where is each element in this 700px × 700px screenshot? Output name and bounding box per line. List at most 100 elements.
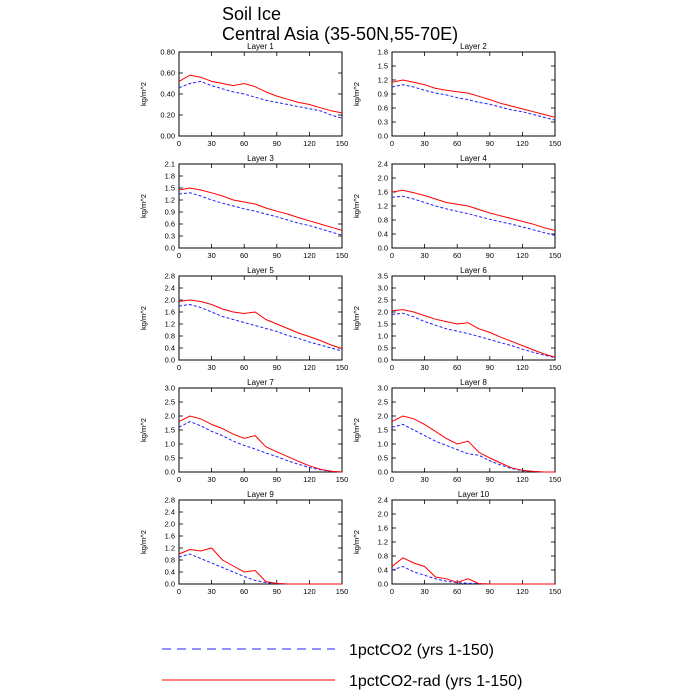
y-tick-label: 0.0 [378,244,388,253]
x-tick-label: 30 [207,251,215,260]
series-line-1pctco2 [391,312,556,359]
y-tick-label: 2.4 [378,160,388,169]
y-tick-label: 2.0 [165,296,175,305]
x-tick-label: 30 [420,139,428,148]
panel-layer-10: Layer 10 0.0 0.4 0.8 1.2 1.6 2.0 2.4 0 30 60 90 120 1… [352,490,561,596]
panel-layer-8: Layer 8 0.0 0.5 1.0 1.5 2.0 2.5 3.0 0 30 60 90 120 15… [352,378,561,484]
panel-layer-6: Layer 6 0.0 0.5 1.0 1.5 2.0 2.5 3.0 3.5 0 30 60 90 12… [352,266,561,372]
x-tick-label: 120 [516,363,529,372]
plot-frame [391,51,556,137]
y-tick-label: 3.5 [378,272,388,281]
x-tick-label: 90 [486,251,494,260]
plot-frame [391,499,556,585]
y-tick-label: 2.0 [165,412,175,421]
x-tick-label: 30 [207,139,215,148]
plot-frame [178,499,343,585]
x-tick-label: 30 [420,475,428,484]
panel-layer-2: Layer 2 0.0 0.3 0.6 0.9 1.2 1.5 1.8 0 30 60 90 120 15… [352,42,561,148]
y-tick-label: 0.4 [378,566,388,575]
panel-title: Layer 7 [247,378,274,387]
plot-frame [178,163,343,249]
y-tick-label: 1.6 [378,188,388,197]
y-axis-label: kg/m^2 [139,530,148,554]
y-tick-label: 2.8 [165,272,175,281]
y-tick-label: 2.8 [165,496,175,505]
legend-label-1pctco2-rad: 1pctCO2-rad (yrs 1-150) [349,673,522,690]
x-tick-label: 150 [549,139,562,148]
x-tick-label: 150 [549,475,562,484]
panel-title: Layer 2 [460,42,487,51]
figure-title: Soil Ice [222,4,281,24]
y-tick-label: 1.6 [378,524,388,533]
x-tick-label: 30 [420,251,428,260]
y-tick-label: 0.0 [165,244,175,253]
y-tick-label: 1.5 [378,426,388,435]
series-line-1pctco2 [178,421,343,473]
y-tick-label: 0.9 [165,208,175,217]
legend-label-1pctco2: 1pctCO2 (yrs 1-150) [349,642,494,659]
figure-subtitle: Central Asia (35-50N,55-70E) [222,24,458,44]
x-tick-label: 60 [240,139,248,148]
y-tick-label: 0.4 [165,568,175,577]
x-tick-label: 120 [303,363,316,372]
y-tick-label: 0.8 [378,552,388,561]
y-tick-label: 2.0 [378,174,388,183]
y-tick-label: 0.8 [165,332,175,341]
panel-title: Layer 1 [247,42,274,51]
y-tick-label: 0.8 [378,216,388,225]
y-tick-label: 0.6 [378,104,388,113]
y-tick-label: 0.6 [165,220,175,229]
y-tick-label: 1.5 [378,62,388,71]
x-tick-label: 30 [420,587,428,596]
series-line-1pctco2 [178,192,343,236]
y-axis-label: kg/m^2 [352,82,361,106]
series-line-1pctco2-rad [178,547,342,585]
panel-title: Layer 9 [247,490,274,499]
series-line-1pctco2-rad [178,187,343,231]
panel-layer-5: Layer 5 0.0 0.4 0.8 1.2 1.6 2.0 2.4 2.8 0 30 60 90 12… [139,266,348,372]
y-tick-label: 2.1 [165,160,175,169]
plot-frame [391,387,556,473]
series-line-1pctco2 [391,195,556,236]
series-line-1pctco2-rad [178,299,343,350]
x-tick-label: 90 [486,475,494,484]
y-tick-label: 0.5 [378,454,388,463]
panel-layer-3: Layer 3 0.0 0.3 0.6 0.9 1.2 1.5 1.8 2.1 0 30 60 90 12… [139,154,348,260]
series-line-1pctco2-rad [391,309,556,358]
plot-frame [178,51,343,137]
x-tick-label: 90 [273,475,281,484]
y-tick-label: 2.0 [378,308,388,317]
x-tick-label: 60 [453,139,461,148]
x-tick-label: 0 [390,587,394,596]
panel-title: Layer 5 [247,266,274,275]
x-tick-label: 90 [273,587,281,596]
y-axis-label: kg/m^2 [139,194,148,218]
y-tick-label: 0.9 [378,90,388,99]
y-tick-label: 1.5 [165,184,175,193]
y-tick-label: 1.0 [378,332,388,341]
y-tick-label: 2.5 [165,398,175,407]
y-tick-label: 3.0 [165,384,175,393]
y-tick-label: 0.5 [378,344,388,353]
x-tick-label: 90 [273,139,281,148]
x-tick-label: 150 [336,475,349,484]
x-tick-label: 120 [516,139,529,148]
x-tick-label: 60 [240,363,248,372]
series-line-1pctco2 [391,84,556,121]
x-tick-label: 0 [390,251,394,260]
series-line-1pctco2-rad [391,79,556,118]
x-tick-label: 60 [453,475,461,484]
y-axis-label: kg/m^2 [139,82,148,106]
y-tick-label: 2.4 [165,284,175,293]
y-tick-label: 1.8 [165,172,175,181]
y-tick-label: 0.80 [160,48,175,57]
y-tick-label: 2.0 [378,510,388,519]
x-tick-label: 0 [177,363,181,372]
x-tick-label: 0 [177,587,181,596]
y-tick-label: 0.0 [378,468,388,477]
series-line-1pctco2 [178,553,342,585]
y-axis-label: kg/m^2 [352,418,361,442]
x-tick-label: 150 [549,251,562,260]
y-tick-label: 0.4 [165,344,175,353]
x-tick-label: 30 [420,363,428,372]
